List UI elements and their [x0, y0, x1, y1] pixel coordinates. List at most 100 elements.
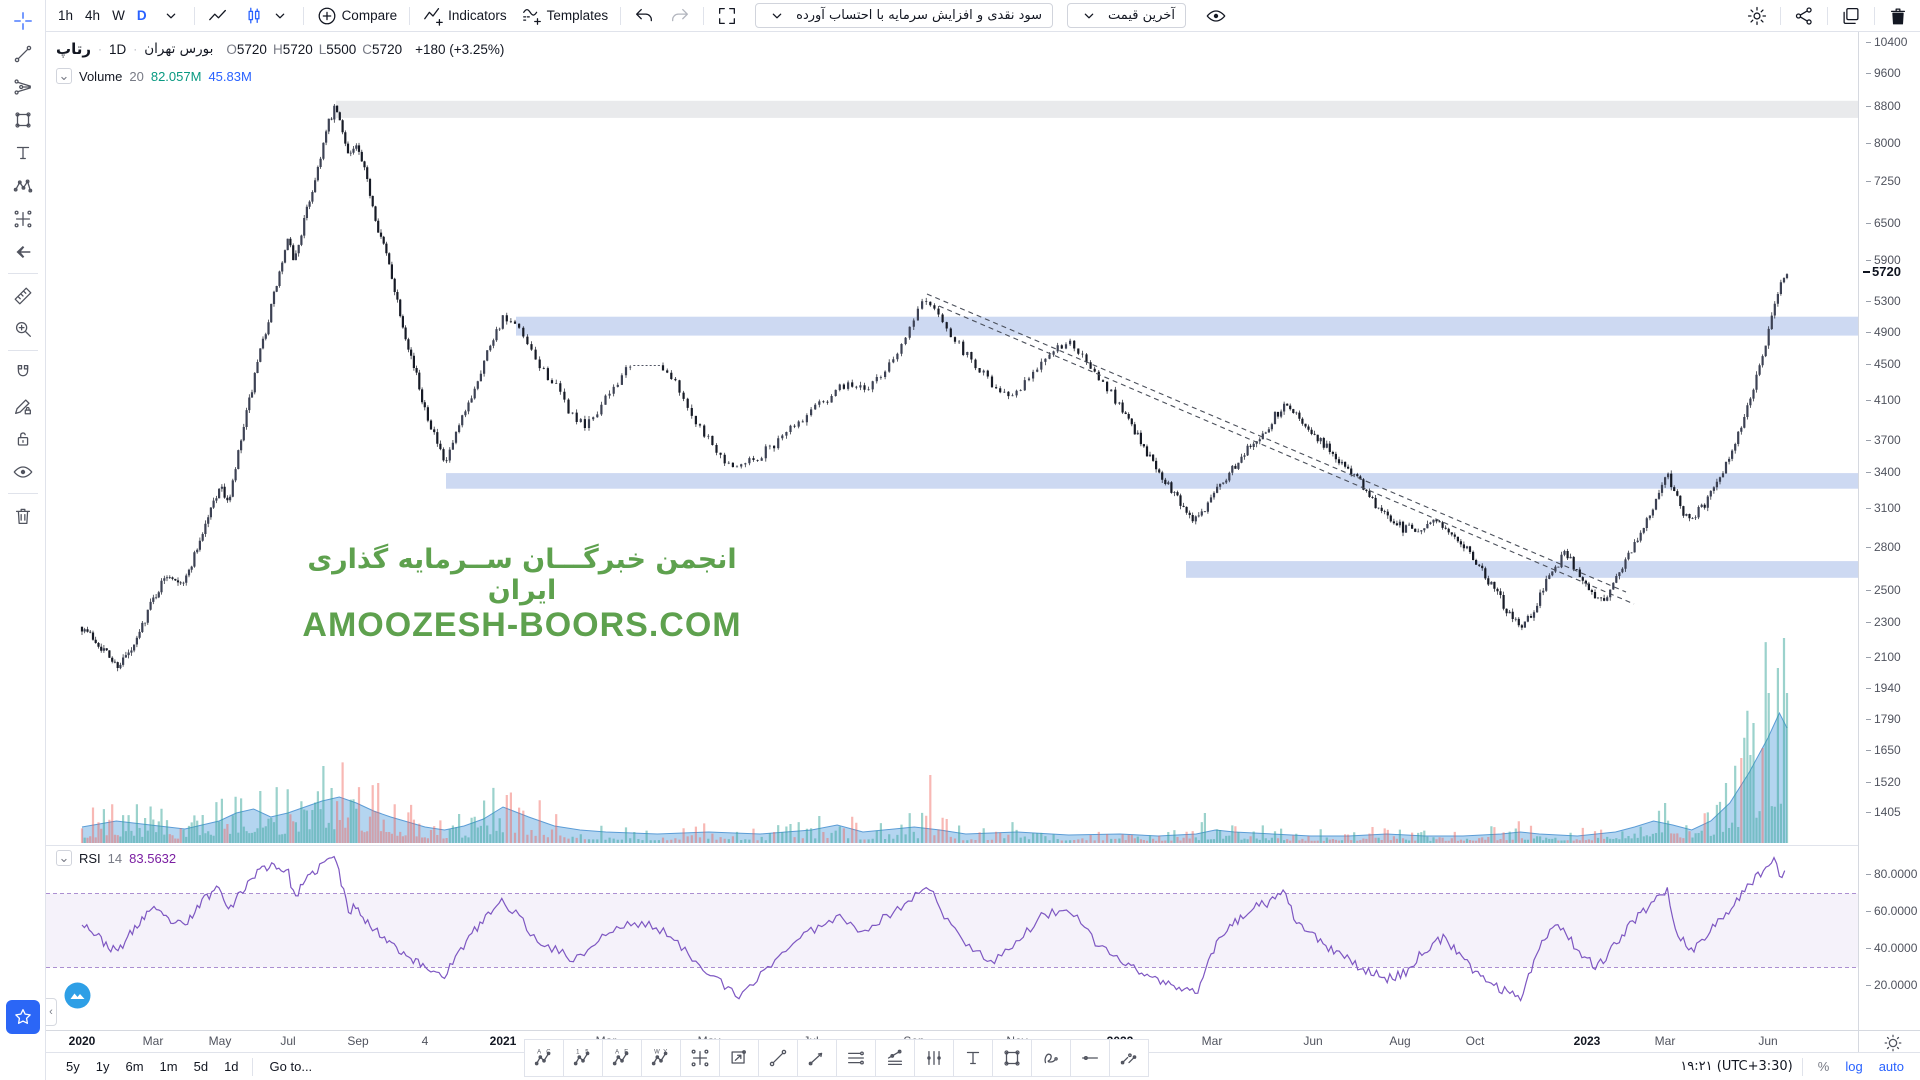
price-zone-band[interactable]	[1186, 561, 1858, 578]
goto-button[interactable]: Go to...	[269, 1059, 313, 1074]
line-chart-type-button[interactable]	[200, 3, 236, 29]
range-1y-button[interactable]: 1y	[95, 1059, 110, 1074]
shapes-tool[interactable]	[992, 1039, 1032, 1077]
parallel-channel-tool[interactable]	[875, 1039, 915, 1077]
undo-button[interactable]	[626, 3, 662, 29]
svg-text:W: W	[654, 1049, 660, 1055]
main-chart-canvas[interactable]	[46, 32, 1858, 845]
theme-toggle-sun-icon[interactable]	[1882, 1032, 1904, 1054]
candles-down	[80, 105, 1706, 669]
templates-button[interactable]: Templates	[514, 3, 616, 29]
redo-button[interactable]	[662, 3, 698, 29]
forecast-tool[interactable]	[680, 1039, 720, 1077]
text-tool[interactable]	[953, 1039, 993, 1077]
range-5y-button[interactable]: 5y	[66, 1059, 80, 1074]
trash-filled-button[interactable]	[1880, 3, 1916, 29]
shapes-tool[interactable]	[6, 103, 40, 136]
visibility-button[interactable]	[1198, 3, 1234, 29]
svg-text:1: 1	[576, 1049, 580, 1055]
zoom-in-tool[interactable]	[6, 312, 40, 345]
rsi-value: 83.5632	[129, 850, 177, 866]
rsi-collapse-button[interactable]: ⌄	[56, 850, 72, 866]
pencil-lock-tool[interactable]	[6, 389, 40, 422]
magnet-tool[interactable]	[6, 356, 40, 389]
crosshair-tool[interactable]	[6, 4, 40, 37]
timeframe-menu-button[interactable]	[153, 3, 189, 29]
indicators-button[interactable]: Indicators	[415, 3, 514, 29]
arrow-trendline-icon	[806, 1047, 828, 1069]
vertical-lines-tool[interactable]	[914, 1039, 954, 1077]
horizontal-rays-tool[interactable]	[836, 1039, 876, 1077]
price-zone-band[interactable]	[446, 473, 1858, 489]
timeframe-D[interactable]: D	[136, 8, 147, 23]
fullscreen-button[interactable]	[709, 3, 745, 29]
toolbar-collapse-handle[interactable]: ‹	[46, 998, 57, 1026]
templates-icon	[521, 5, 543, 27]
arrow-trendline-tool[interactable]	[797, 1039, 837, 1077]
anchored-box-tool[interactable]	[719, 1039, 759, 1077]
price-tick: 4100	[1866, 393, 1901, 407]
price-zone-band[interactable]	[336, 100, 1858, 118]
price-axis[interactable]: 10400 9600 8800 8000 7250 6500 5900 5300 4900 450…	[1858, 32, 1920, 1030]
range-6m-button[interactable]: 6m	[125, 1059, 144, 1074]
gear-button[interactable]	[1739, 3, 1775, 29]
timeframe-W[interactable]: W	[112, 8, 125, 23]
timeframe-4h[interactable]: 4h	[85, 8, 101, 23]
lock-tool[interactable]	[6, 422, 40, 455]
compare-button[interactable]: Compare	[309, 3, 405, 29]
broker-logo-icon[interactable]	[64, 982, 91, 1009]
trendline-tool[interactable]	[6, 37, 40, 70]
candlestick-icon	[243, 5, 265, 27]
trendline-tool[interactable]	[758, 1039, 798, 1077]
price-tick: 3700	[1866, 433, 1901, 447]
timeframe-1h[interactable]: 1h	[58, 8, 74, 23]
share-button[interactable]	[1786, 3, 1822, 29]
ohlc-value: 5500	[326, 41, 357, 57]
ruler-tool[interactable]	[6, 279, 40, 312]
cross-trendlines-tool[interactable]	[1109, 1039, 1149, 1077]
toolbar-separator	[251, 1057, 253, 1076]
adjustment-dropdown-value: سود نقدی و افزایش سرمایه با احتساب آورده	[796, 8, 1043, 23]
dashed-trendline[interactable]	[926, 293, 1627, 593]
price-mode-dropdown[interactable]: آخرین قیمت	[1067, 3, 1186, 28]
dashed-trendline[interactable]	[938, 305, 1635, 605]
rsi-pane-canvas[interactable]	[46, 846, 1858, 1030]
symbol-name[interactable]: رتاپ	[56, 40, 91, 58]
eye-tool[interactable]	[6, 455, 40, 488]
ohlc-value: 5720	[372, 41, 403, 57]
horizontal-line-tool[interactable]	[1070, 1039, 1110, 1077]
symbol-legend[interactable]: رتاپ · 1D · بورس تهران O 5720 H 5720 L 5500 C 5…	[56, 40, 504, 58]
auto-scale-button[interactable]: auto	[1878, 1059, 1904, 1074]
price-tick: 5300	[1866, 294, 1901, 308]
price-tick: 2100	[1866, 650, 1901, 664]
price-zone-band[interactable]	[516, 316, 1858, 336]
legend-separator: ·	[133, 42, 138, 56]
log-scale-button[interactable]: log	[1845, 1059, 1863, 1074]
trash-icon	[12, 505, 34, 527]
pitchfork-tool[interactable]	[6, 70, 40, 103]
candle-chart-type-button[interactable]	[236, 3, 298, 29]
favorites-star-button[interactable]	[5, 1000, 40, 1034]
volume-collapse-button[interactable]: ⌄	[56, 68, 72, 84]
trash-tool[interactable]	[6, 499, 40, 532]
pane-separator[interactable]	[46, 845, 1858, 846]
text-tool[interactable]	[6, 136, 40, 169]
forecast-tool[interactable]	[6, 202, 40, 235]
brush-tool[interactable]	[1031, 1039, 1071, 1077]
main-column: 1h 4h W D Compare Indicators	[46, 0, 1920, 1080]
adjustment-dropdown[interactable]: سود نقدی و افزایش سرمایه با احتساب آورده	[755, 3, 1054, 28]
percent-scale-button[interactable]: %	[1817, 1059, 1830, 1074]
arrow-back-tool[interactable]	[6, 235, 40, 268]
svg-text:A: A	[537, 1049, 541, 1055]
range-1d-button[interactable]: 1d	[224, 1059, 239, 1074]
screenshot-button[interactable]	[1833, 3, 1869, 29]
range-5d-button[interactable]: 5d	[193, 1059, 209, 1074]
svg-text:C: C	[546, 1049, 551, 1055]
pattern-tool[interactable]	[6, 169, 40, 202]
range-1m-button[interactable]: 1m	[159, 1059, 178, 1074]
